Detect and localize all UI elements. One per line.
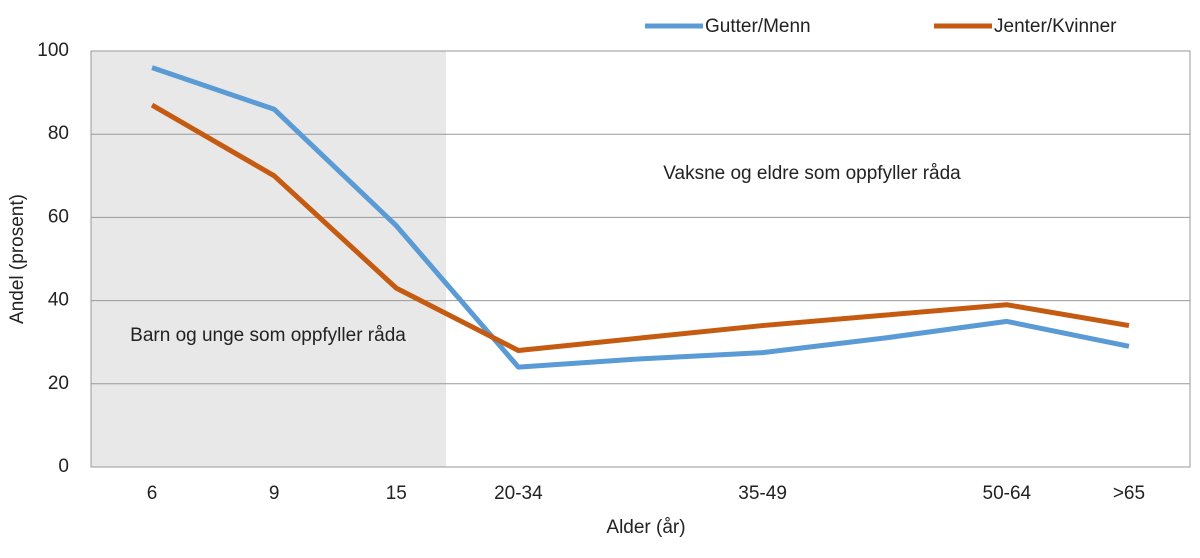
x-tick-label: 9 xyxy=(269,483,280,504)
line xyxy=(151,65,1130,370)
annotation: Vaksne og eldre som oppfyller råda xyxy=(663,163,961,184)
y-tick-label: 100 xyxy=(37,40,69,61)
shaded-region xyxy=(91,51,446,467)
x-tick-label: 20-34 xyxy=(494,483,543,504)
x-tick-label: 35-49 xyxy=(738,483,787,504)
y-tick-label: 80 xyxy=(48,123,69,144)
x-tick-label: >65 xyxy=(1113,483,1145,504)
x-axis-label: Alder (år) xyxy=(606,517,685,538)
y-tick-label: 20 xyxy=(48,373,69,394)
annotation: Barn og unge som oppfyller råda xyxy=(130,325,406,346)
x-tick-label: 15 xyxy=(386,483,407,504)
legend-label: Jenter/Kvinner xyxy=(994,16,1117,37)
y-tick-label: 60 xyxy=(48,206,69,227)
y-tick-label: 0 xyxy=(58,456,69,477)
x-tick-label: 6 xyxy=(147,483,158,504)
line xyxy=(150,102,1130,354)
y-axis-label: Andel (prosent) xyxy=(7,194,28,324)
plot-border xyxy=(90,50,1191,468)
x-tick-label: 50-64 xyxy=(983,483,1032,504)
y-tick-label: 40 xyxy=(48,290,69,311)
legend-label: Gutter/Menn xyxy=(705,16,811,37)
